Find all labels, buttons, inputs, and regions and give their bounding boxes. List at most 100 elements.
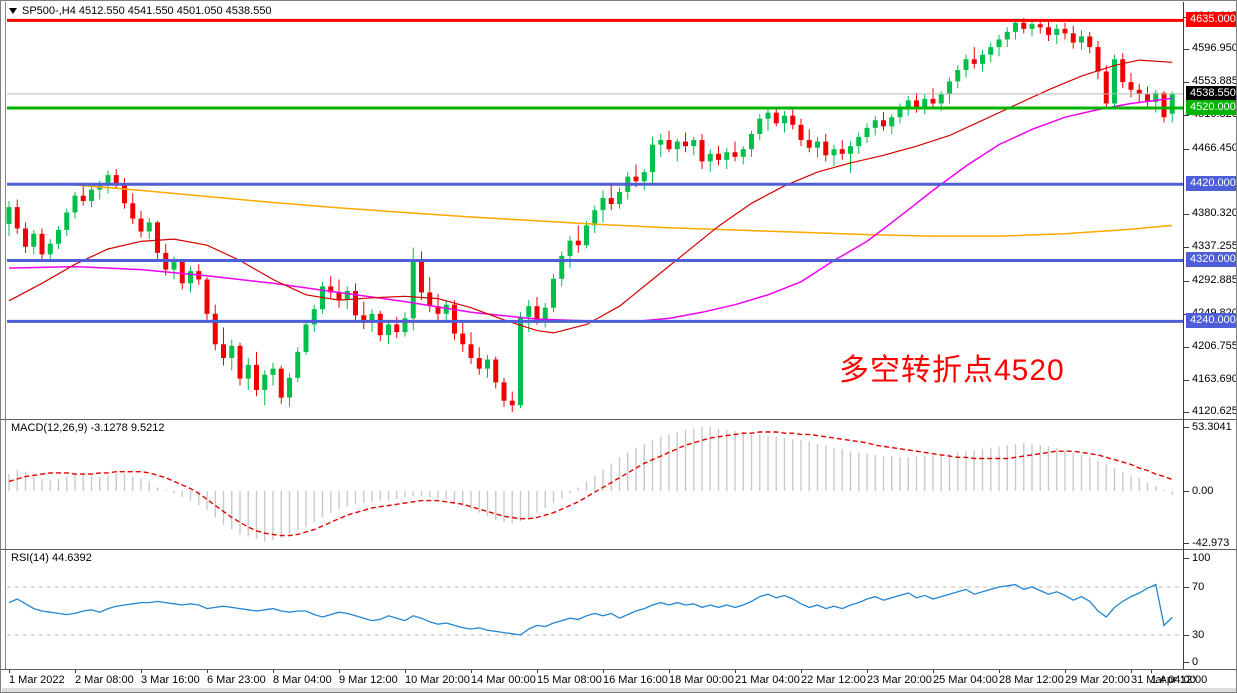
candle-down	[1103, 71, 1109, 104]
time-tick-label: 2 Mar 08:00	[75, 674, 134, 686]
candle-up	[1169, 93, 1175, 114]
time-tick	[471, 670, 472, 673]
macd-scale-tick	[1184, 491, 1189, 492]
ma-magenta-mid	[8, 97, 1173, 323]
price-tick	[1184, 379, 1189, 381]
rsi-chart[interactable]	[1, 550, 1184, 669]
time-tick-label: 8 Mar 04:00	[273, 674, 332, 686]
candle-down	[914, 100, 919, 107]
macd-histogram	[8, 427, 1173, 542]
price-badge-4320.000: 4320.000	[1186, 252, 1236, 268]
candle-up	[146, 222, 152, 232]
candle-down	[699, 140, 705, 162]
candle-up	[171, 261, 177, 270]
candle-up	[303, 324, 309, 352]
candle-up	[897, 108, 903, 118]
candle-down	[1070, 33, 1076, 43]
time-tick-label: 1 Apr 12:00	[1151, 674, 1208, 686]
candles	[6, 18, 1175, 413]
candle-up	[1079, 36, 1084, 43]
candle-up	[996, 39, 1002, 48]
time-tick	[9, 670, 10, 673]
chart-title-text: SP500-,H4 4512.550 4541.550 4501.050 453…	[22, 5, 272, 17]
candle-up	[72, 195, 78, 213]
candle-down	[1095, 47, 1101, 72]
price-tick-label: 4380.320	[1192, 207, 1237, 220]
candle-down	[278, 368, 284, 398]
candle-down	[476, 357, 482, 369]
candle-down	[881, 120, 886, 127]
price-badge-4538.550: 4538.550	[1186, 85, 1236, 101]
candle-up	[1054, 28, 1060, 35]
candle-up	[402, 318, 408, 333]
candle-up	[600, 197, 606, 211]
candle-up	[707, 153, 713, 162]
candle-up	[89, 189, 94, 202]
candle-up	[980, 54, 985, 64]
time-tick	[207, 670, 208, 673]
time-tick-label: 1 Mar 2022	[9, 674, 65, 686]
candle-up	[526, 306, 532, 317]
rsi-scale-label: 70	[1192, 581, 1205, 593]
candle-down	[732, 152, 738, 157]
candle-up	[864, 127, 870, 138]
candle-up	[386, 324, 391, 336]
price-badge-4420.000: 4420.000	[1186, 176, 1236, 192]
candle-down	[930, 98, 936, 104]
price-tick	[1184, 214, 1189, 216]
rsi-scale-tick	[1184, 587, 1189, 588]
candle-up	[757, 118, 763, 134]
candle-down	[179, 261, 185, 284]
pane-left-frame	[5, 2, 6, 669]
price-tick-label: 4120.625	[1192, 405, 1237, 418]
candle-up	[947, 81, 952, 95]
candle-up	[245, 364, 251, 379]
price-tick	[1184, 281, 1189, 283]
time-tick-label: 28 Mar 12:00	[999, 674, 1064, 686]
time-tick	[735, 670, 736, 673]
candle-down	[823, 141, 829, 156]
candle-up	[963, 59, 969, 70]
candle-down	[501, 382, 507, 401]
pane-separator[interactable]	[1, 549, 1236, 550]
time-tick-label: 15 Mar 08:00	[537, 674, 602, 686]
candle-down	[353, 290, 358, 316]
candle-down	[1037, 24, 1043, 28]
candle-up	[287, 377, 292, 398]
candle-down	[254, 364, 259, 391]
time-tick-label: 31 Mar 04:00	[1131, 674, 1196, 686]
candle-up	[1013, 22, 1018, 32]
candle-up	[872, 120, 878, 128]
time-tick	[603, 670, 604, 673]
candle-up	[311, 309, 317, 325]
candle-up	[105, 175, 111, 185]
time-tick	[273, 670, 274, 673]
collapse-triangle-icon[interactable]	[9, 8, 17, 15]
candle-up	[295, 351, 301, 378]
price-tick	[1184, 49, 1189, 51]
candle-down	[377, 313, 383, 336]
price-badge-4635.000: 4635.000	[1186, 12, 1236, 28]
time-tick-label: 10 Mar 20:00	[405, 674, 470, 686]
price-tick	[1184, 346, 1189, 348]
time-tick	[801, 670, 802, 673]
candle-up	[542, 307, 548, 320]
candlestick-chart[interactable]	[1, 1, 1184, 419]
candle-down	[716, 153, 721, 160]
candle-up	[889, 117, 895, 127]
candle-down	[839, 149, 845, 154]
macd-chart[interactable]	[1, 420, 1184, 549]
rsi-scale-tick	[1184, 635, 1189, 636]
candle-up	[485, 359, 490, 369]
candle-down	[683, 141, 688, 147]
candle-up	[344, 290, 350, 301]
candle-down	[1145, 94, 1150, 102]
rsi-scale-label: 30	[1192, 629, 1205, 641]
candle-up	[188, 271, 193, 284]
price-axis-line	[1183, 2, 1184, 669]
time-tick	[933, 670, 934, 673]
pane-separator[interactable]	[1, 419, 1236, 420]
candle-up	[938, 94, 944, 104]
candle-up	[6, 207, 12, 224]
